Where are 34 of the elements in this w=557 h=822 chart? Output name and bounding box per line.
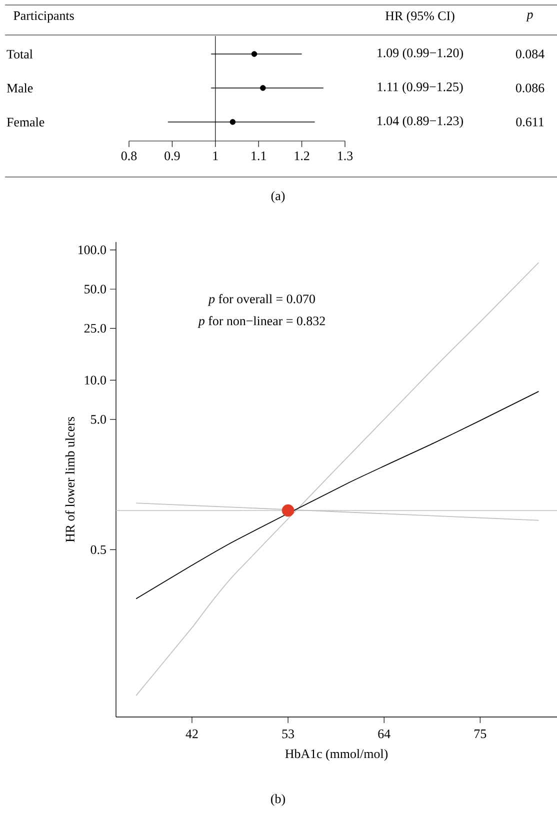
- x-tick-label: 1: [213, 152, 218, 160]
- x-tick-label: 0.8: [121, 152, 137, 160]
- annotation: p for non−linear = 0.832: [198, 316, 325, 328]
- y-tick-label: Female: [6, 117, 44, 127]
- y-tick-label: 10.0: [84, 376, 106, 385]
- x-tick-label: 75: [474, 730, 486, 738]
- text: 0.084: [516, 50, 544, 58]
- y-tick-label: 50.0: [84, 284, 106, 294]
- y-tick-label: 5.0: [91, 415, 106, 424]
- annotation: p for overall = 0.070: [208, 294, 315, 306]
- text: 0.086: [516, 84, 544, 92]
- data-label: 1.09 (0.99−1.20): [378, 48, 464, 60]
- y-axis-title: Participants: [14, 11, 74, 23]
- x-tick-label: 1.1: [252, 152, 266, 160]
- y-tick-label: 0.5: [90, 545, 106, 554]
- text: p: [526, 12, 533, 22]
- text: 0.611: [516, 118, 544, 126]
- text: HR (95% CI): [385, 11, 454, 23]
- y-axis-title: HR of lower limb ulcers: [65, 417, 74, 542]
- x-axis-title: HbA1c (mmol/mol): [285, 749, 388, 761]
- x-tick-label: 53: [282, 730, 294, 738]
- y-tick-label: Male: [6, 83, 33, 93]
- x-tick-label: 1.2: [294, 152, 310, 160]
- data-label: 1.04 (0.89−1.23): [378, 116, 464, 128]
- x-tick-label: 1.3: [338, 152, 353, 160]
- x-tick-label: 64: [378, 730, 390, 738]
- data-label: 1.11 (0.99−1.25): [378, 82, 463, 94]
- text: (a): [271, 191, 285, 203]
- y-tick-label: 100.0: [78, 246, 106, 254]
- x-tick-label: 42: [186, 730, 198, 738]
- text: (b): [271, 794, 285, 806]
- x-tick-label: 0.9: [164, 152, 180, 160]
- y-tick-label: Total: [6, 49, 33, 59]
- y-tick-label: 25.0: [84, 324, 106, 333]
